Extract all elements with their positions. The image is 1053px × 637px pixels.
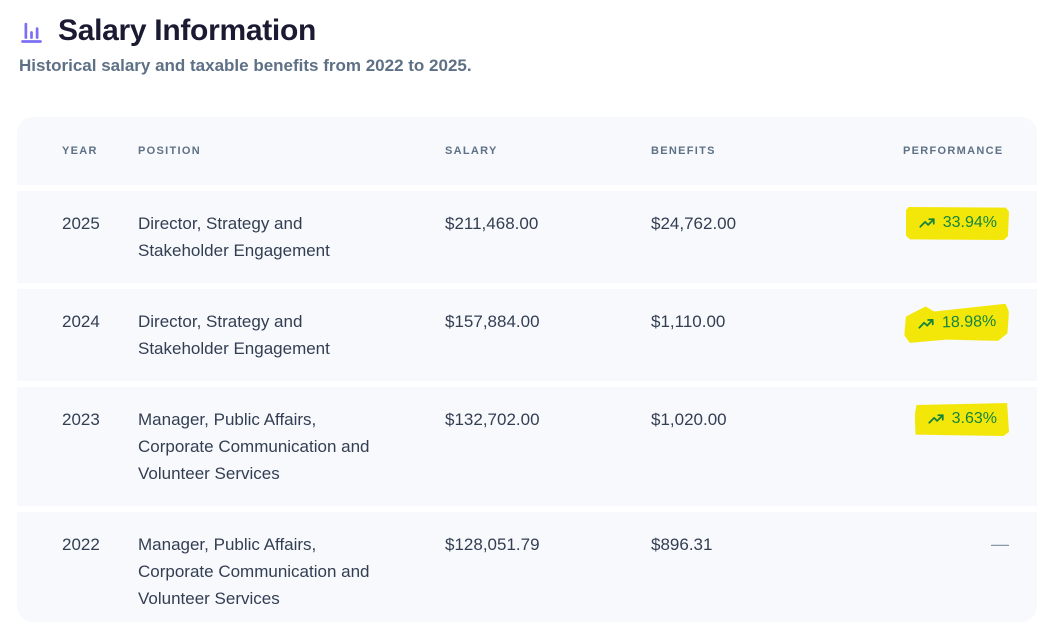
page-header: Salary Information [17,14,1037,48]
page-subtitle: Historical salary and taxable benefits f… [19,56,472,75]
trending-up-icon [927,414,944,424]
year-cell: 2022 [62,535,100,554]
position-cell: Director, Strategy and Stakeholder Engag… [138,214,330,260]
performance-cell: 3.63% [903,403,1037,487]
performance-empty-dash: — [991,534,1009,554]
bar-chart-icon [21,22,42,43]
benefits-cell: $24,762.00 [651,214,737,233]
year-cell: 2023 [62,410,100,429]
performance-cell: 18.98% [903,308,1037,362]
table-row: 2024 Director, Strategy and Stakeholder … [17,289,1037,381]
performance-cell: 33.94% [903,207,1037,264]
year-cell: 2024 [62,312,100,331]
performance-badge: 18.98% [903,304,1009,344]
salary-table: YEAR POSITION SALARY BENEFITS PERFORMANC… [17,117,1037,622]
salary-cell: $211,468.00 [445,214,539,233]
position-cell: Director, Strategy and Stakeholder Engag… [138,312,330,358]
performance-value: 3.63% [951,410,997,427]
column-header-benefits: BENEFITS [651,145,716,157]
benefits-cell: $896.31 [651,535,713,554]
column-header-year: YEAR [62,145,98,157]
performance-cell: — [903,531,1037,612]
salary-cell: $132,702.00 [445,410,540,429]
performance-badge: 33.94% [905,207,1009,240]
position-cell: Manager, Public Affairs, Corporate Commu… [138,410,370,483]
position-cell: Manager, Public Affairs, Corporate Commu… [138,535,370,608]
year-cell: 2025 [62,214,100,233]
trending-up-icon [916,315,934,333]
table-row: 2022 Manager, Public Affairs, Corporate … [17,512,1037,622]
salary-page: Salary Information Historical salary and… [17,14,1037,622]
benefits-cell: $1,110.00 [651,312,726,331]
column-header-performance: PERFORMANCE [903,145,1004,157]
salary-cell: $128,051.79 [445,535,540,554]
performance-badge: 3.63% [914,403,1009,436]
performance-value: 18.98% [941,312,997,332]
table-row: 2025 Director, Strategy and Stakeholder … [17,191,1037,283]
table-header-row: YEAR POSITION SALARY BENEFITS PERFORMANC… [17,117,1037,185]
column-header-position: POSITION [138,145,201,157]
performance-value: 33.94% [942,214,997,231]
page-title: Salary Information [58,14,316,47]
column-header-salary: SALARY [445,145,498,157]
trending-up-icon [919,218,935,228]
salary-cell: $157,884.00 [445,312,540,331]
table-row: 2023 Manager, Public Affairs, Corporate … [17,387,1037,506]
benefits-cell: $1,020.00 [651,410,727,429]
